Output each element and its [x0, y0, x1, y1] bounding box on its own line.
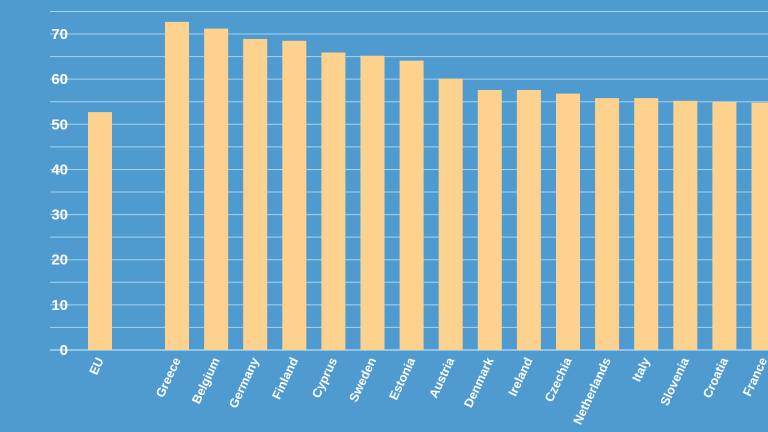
bar-slovenia	[673, 100, 698, 350]
bar-cyprus	[321, 52, 346, 350]
y-tick-label: 10	[51, 297, 68, 314]
bar-sweden	[360, 55, 385, 351]
bar-croatia	[712, 101, 737, 350]
bar-eu	[88, 112, 112, 350]
y-tick-label: 40	[51, 161, 68, 178]
bar-austria	[438, 78, 463, 350]
bar-czechia	[556, 93, 580, 350]
bar-denmark	[477, 89, 502, 351]
y-tick-label: 60	[51, 71, 68, 88]
y-tick-label: 20	[51, 252, 68, 269]
bar-greece	[165, 21, 189, 350]
y-tick-label: 70	[51, 26, 68, 43]
y-tick-label: 30	[51, 207, 68, 224]
y-tick-label: 0	[60, 342, 68, 359]
bar-italy	[634, 98, 659, 350]
bar-germany	[243, 38, 268, 350]
bar-france	[751, 102, 768, 350]
bar-estonia	[399, 60, 424, 351]
bar-belgium	[204, 28, 229, 350]
y-tick-label: 50	[51, 116, 68, 133]
bar-ireland	[516, 89, 541, 351]
bar-finland	[282, 40, 307, 350]
bar-netherlands	[595, 98, 620, 350]
x-tick-label: EU	[87, 355, 107, 377]
